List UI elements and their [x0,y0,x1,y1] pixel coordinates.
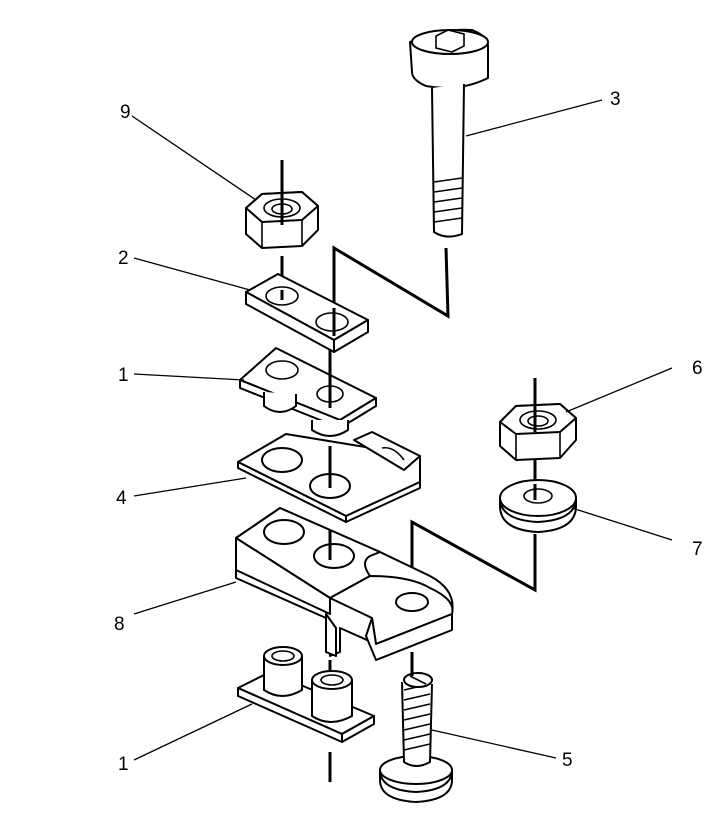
assembly-line-screw [332,245,450,330]
leader-1-lower [133,703,253,761]
callout-9: 9 [120,102,131,123]
callout-3: 3 [610,89,621,110]
callout-4: 4 [116,488,127,509]
flat-washer [499,479,577,533]
hex-nut-right [499,403,577,461]
nut-plate-lower [237,646,375,743]
callout-7: 7 [692,539,703,560]
callout-8: 8 [114,614,125,635]
nut-plate-upper [239,347,377,437]
leader-8 [133,581,237,615]
leader-3 [465,99,603,137]
callout-5: 5 [562,750,573,771]
leader-6 [565,367,673,413]
callout-1-upper: 1 [118,365,129,386]
leader-7 [571,507,673,541]
callout-6: 6 [692,358,703,379]
cap-screw [409,28,489,238]
callout-1-lower: 1 [118,754,129,775]
leader-lines [131,99,673,761]
leader-5 [431,729,557,759]
assembly-line-washer-block [410,519,537,606]
leader-2 [133,257,251,291]
leader-1-upper [133,373,245,381]
callout-2: 2 [118,248,129,269]
leader-4 [133,477,247,497]
upper-plate [245,273,369,353]
bracket-block [235,507,454,661]
leader-9 [131,115,257,201]
pan-head-screw [379,672,453,803]
